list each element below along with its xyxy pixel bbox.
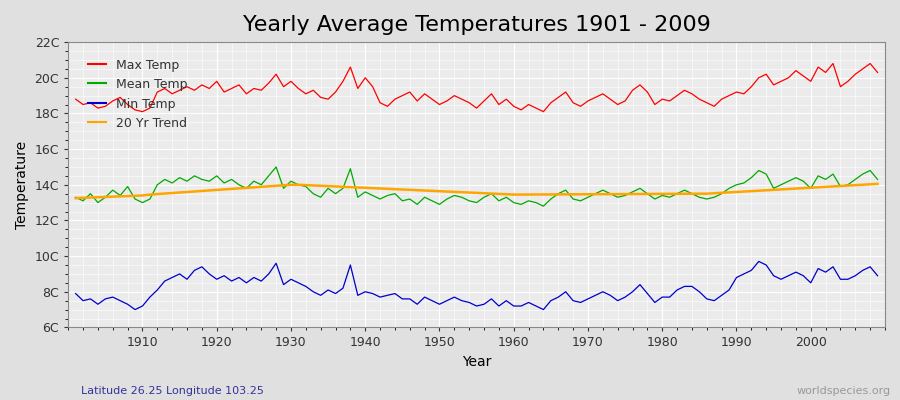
Text: worldspecies.org: worldspecies.org	[796, 386, 891, 396]
Text: Latitude 26.25 Longitude 103.25: Latitude 26.25 Longitude 103.25	[81, 386, 264, 396]
Y-axis label: Temperature: Temperature	[15, 141, 29, 229]
X-axis label: Year: Year	[462, 355, 491, 369]
Title: Yearly Average Temperatures 1901 - 2009: Yearly Average Temperatures 1901 - 2009	[243, 15, 710, 35]
Legend: Max Temp, Mean Temp, Min Temp, 20 Yr Trend: Max Temp, Mean Temp, Min Temp, 20 Yr Tre…	[83, 54, 193, 135]
